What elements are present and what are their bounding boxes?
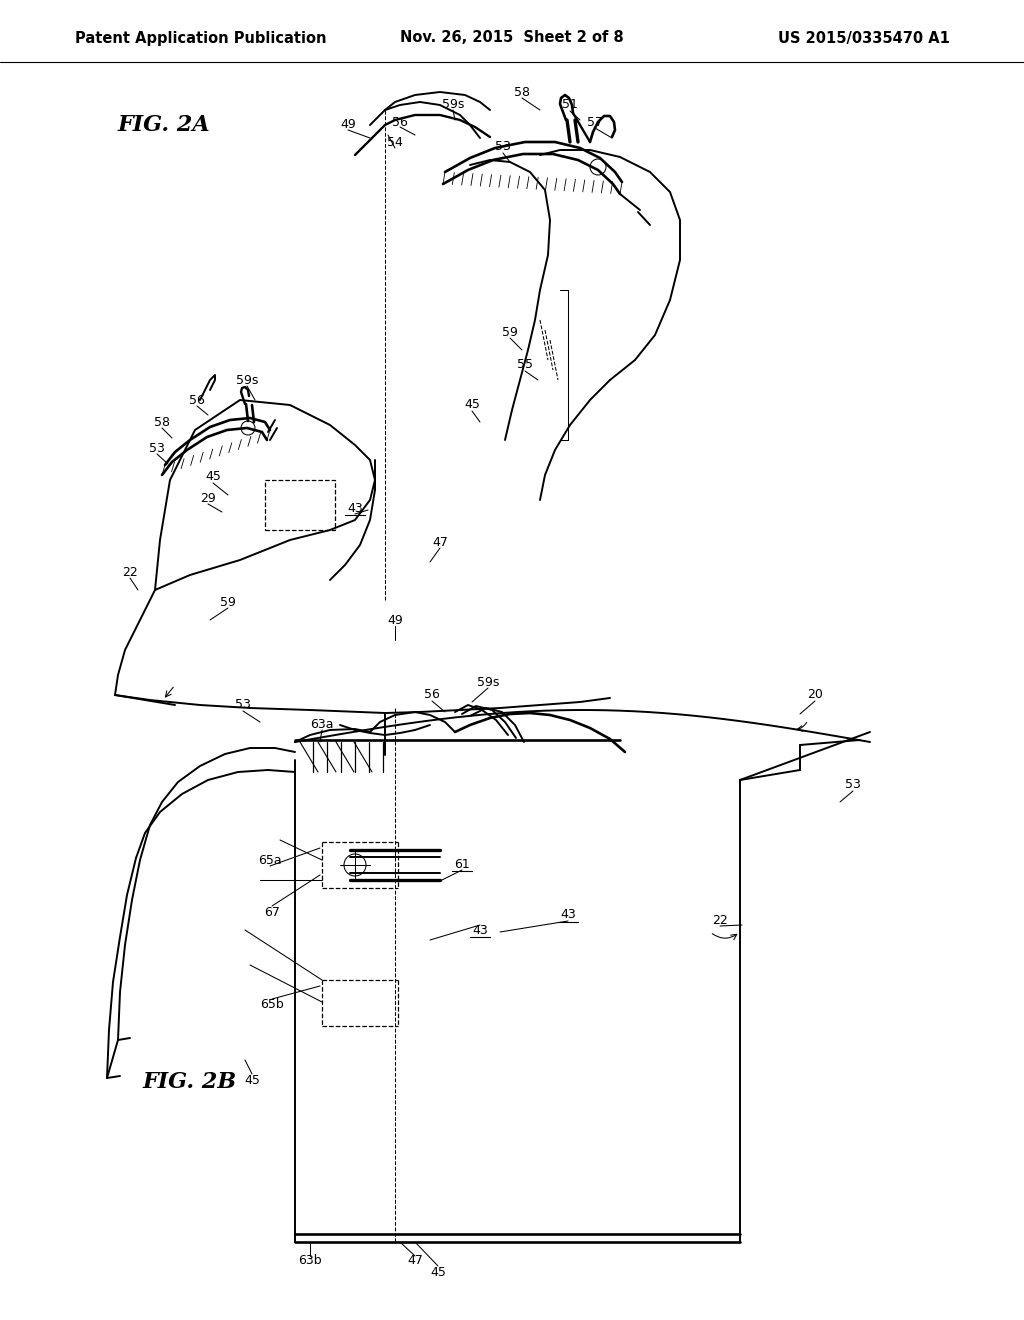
- Text: 56: 56: [424, 689, 440, 701]
- Text: 56: 56: [392, 116, 408, 128]
- Text: 67: 67: [264, 906, 280, 919]
- Text: 63b: 63b: [298, 1254, 322, 1266]
- Text: 65b: 65b: [260, 998, 284, 1011]
- Text: 59: 59: [502, 326, 518, 338]
- Text: Patent Application Publication: Patent Application Publication: [75, 30, 327, 45]
- Text: 29: 29: [200, 491, 216, 504]
- Text: 43: 43: [347, 502, 362, 515]
- Text: 59s: 59s: [441, 98, 464, 111]
- Text: 55: 55: [517, 359, 534, 371]
- Text: 47: 47: [408, 1254, 423, 1266]
- Text: 45: 45: [205, 470, 221, 483]
- Text: Nov. 26, 2015  Sheet 2 of 8: Nov. 26, 2015 Sheet 2 of 8: [400, 30, 624, 45]
- Text: 59s: 59s: [477, 676, 499, 689]
- Text: 45: 45: [464, 399, 480, 412]
- Text: FIG. 2B: FIG. 2B: [143, 1071, 238, 1093]
- Text: 63a: 63a: [310, 718, 334, 730]
- Text: 22: 22: [712, 913, 728, 927]
- Text: 65a: 65a: [258, 854, 282, 866]
- Text: 59: 59: [220, 595, 236, 609]
- Text: 56: 56: [189, 393, 205, 407]
- Text: 22: 22: [122, 565, 138, 578]
- Text: 43: 43: [560, 908, 575, 921]
- Text: 49: 49: [340, 119, 356, 132]
- Text: 49: 49: [387, 614, 402, 627]
- Text: 51: 51: [562, 99, 578, 111]
- Text: 53: 53: [150, 441, 165, 454]
- Text: 61: 61: [454, 858, 470, 870]
- Text: 53: 53: [236, 698, 251, 711]
- Text: 45: 45: [430, 1266, 445, 1279]
- Text: 58: 58: [154, 416, 170, 429]
- Text: FIG. 2A: FIG. 2A: [118, 114, 211, 136]
- Text: 20: 20: [807, 689, 823, 701]
- Text: 58: 58: [514, 86, 530, 99]
- Text: 47: 47: [432, 536, 447, 549]
- Text: US 2015/0335470 A1: US 2015/0335470 A1: [778, 30, 950, 45]
- Text: 59s: 59s: [236, 374, 258, 387]
- Text: 57: 57: [587, 116, 603, 128]
- Text: 53: 53: [495, 140, 511, 153]
- Text: 45: 45: [244, 1073, 260, 1086]
- Text: 53: 53: [845, 779, 861, 792]
- Text: 54: 54: [387, 136, 402, 149]
- Text: 43: 43: [472, 924, 487, 936]
